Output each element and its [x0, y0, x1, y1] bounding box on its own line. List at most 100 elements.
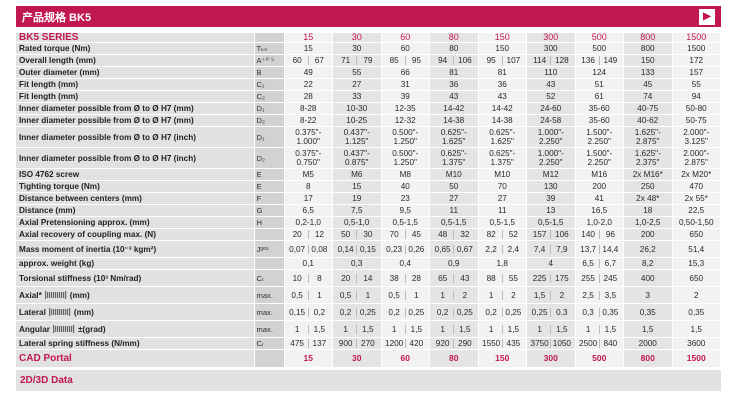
spec-value: 800: [623, 42, 673, 55]
value-part: 245: [598, 273, 621, 283]
spec-value: 0,5-1,5: [381, 216, 430, 229]
value-part: 1: [488, 324, 494, 334]
value-line: 0.375"-: [295, 149, 322, 158]
value-part: 82: [486, 230, 496, 239]
value-line: 0.437"-: [343, 128, 370, 137]
spec-value: 39: [381, 90, 430, 103]
spec-value: 1 1,5: [332, 320, 382, 338]
value-line: 0.625"-: [440, 149, 467, 158]
value-part: 1,5: [356, 324, 378, 334]
series-header-row: BK5 SERIES 15 30 60 80 150 300 500 800 1500: [16, 33, 721, 43]
cad-portal-link[interactable]: 500: [575, 349, 624, 368]
value-part: 2: [453, 290, 475, 300]
value-line: 0.625"-: [489, 128, 516, 137]
value-part: 0,25: [531, 307, 548, 317]
value-part: 3750: [530, 339, 549, 348]
value-line: 1.375": [442, 158, 466, 167]
value-part: 70: [389, 230, 399, 239]
size-header: 15: [284, 33, 333, 43]
value-part: 0,2: [388, 307, 400, 317]
spec-value: M10: [429, 168, 479, 181]
spec-label: Rated torque (Nm): [16, 42, 255, 55]
value-part: 920: [435, 339, 450, 348]
spec-value: 94: [672, 90, 721, 103]
expand-arrow-icon[interactable]: ▶: [699, 8, 715, 25]
cad-portal-label[interactable]: CAD Portal: [16, 349, 255, 368]
spec-symbol: [254, 257, 285, 270]
value-part: 1: [537, 324, 542, 334]
value-part: 0,08: [307, 244, 330, 254]
spec-value: 1,8: [478, 257, 527, 270]
spec-symbol: Jᵍᵉˢ: [254, 240, 285, 258]
spec-row: Distance between centers (mm) F 17 19 23 27 27…: [16, 192, 721, 205]
cad-portal-link[interactable]: 1500: [672, 349, 721, 368]
value-line: 1.000"-: [537, 128, 564, 137]
value-part: 290: [453, 339, 475, 348]
value-part: 0,2: [485, 307, 497, 317]
cad-portal-link[interactable]: 800: [623, 349, 673, 368]
value-part: 0,5: [339, 290, 352, 300]
value-part: 2,4: [501, 244, 524, 254]
spec-label-text: Tighting torque (Nm): [19, 182, 100, 191]
cad-portal-link[interactable]: 300: [526, 349, 576, 368]
value-line: 3.125": [684, 137, 708, 146]
spec-value: 24-58: [526, 114, 576, 127]
spec-value: 157 106: [526, 228, 576, 241]
spec-value: 0,23 0,26: [381, 240, 430, 258]
spec-value: M6: [332, 168, 382, 181]
panel-header[interactable]: 产品规格 BK5 ▶: [16, 6, 721, 27]
spec-value: 6,5: [284, 204, 333, 217]
value-part: 7,4: [533, 244, 546, 254]
value-part: 0,2: [307, 307, 330, 317]
spec-value: 13: [526, 204, 576, 217]
spec-value: 7,4 7,9: [526, 240, 576, 258]
spec-value: 81: [478, 66, 527, 79]
value-part: 1: [440, 324, 445, 334]
value-part: 0,23: [386, 244, 403, 254]
spec-label-text: Mass moment of inertia (10⁻³ kgm²): [19, 244, 157, 254]
value-part: 2,2: [485, 244, 497, 254]
spec-value: 16,5: [575, 204, 624, 217]
spec-value: 3600: [672, 337, 721, 350]
spec-value: 920 290: [429, 337, 479, 350]
value-part: 0,25: [404, 307, 427, 317]
cad-portal-link[interactable]: 80: [429, 349, 479, 368]
spec-value: 0.375"- 0.750": [284, 147, 333, 169]
value-line: 2.250": [587, 137, 611, 146]
cad-portal-link[interactable]: 150: [478, 349, 527, 368]
value-line: 1.625": [442, 137, 466, 146]
spec-value: 0,5-1,5: [478, 216, 527, 229]
spec-value: M8: [381, 168, 430, 181]
value-part: 475: [290, 339, 304, 348]
value-part: 0,15: [356, 244, 378, 254]
size-header: 300: [526, 33, 576, 43]
value-part: 149: [598, 56, 621, 65]
spec-value: 2500 840: [575, 337, 624, 350]
spec-symbol: E: [254, 168, 285, 181]
spec-value: 1,5: [623, 320, 673, 338]
value-part: 28: [404, 273, 427, 283]
spec-value: 250: [623, 180, 673, 193]
value-part: 2,5: [582, 290, 594, 300]
spec-value: 12-32: [381, 114, 430, 127]
value-line: 0.375"-: [295, 128, 322, 137]
spec-value: 157: [672, 66, 721, 79]
spec-symbol: D₁: [254, 126, 285, 148]
cad-portal-link[interactable]: 60: [381, 349, 430, 368]
spec-row: Torsional stiffness (10³ Nm/rad) Cₜ 10 8 20 1…: [16, 269, 721, 287]
spec-symbol: G: [254, 204, 285, 217]
download-2d3d-link[interactable]: 2D/3D Data: [16, 370, 721, 391]
value-part: 95: [486, 56, 496, 65]
cad-portal-link[interactable]: 15: [284, 349, 333, 368]
unit-label: (mm): [73, 307, 94, 317]
cad-portal-link[interactable]: 30: [332, 349, 382, 368]
value-line: 1.625"-: [634, 128, 661, 137]
spec-value: 27: [429, 192, 479, 205]
spec-value: 23: [381, 192, 430, 205]
value-part: 0,15: [289, 307, 306, 317]
value-part: 8: [307, 273, 330, 283]
spec-value: 52: [526, 90, 576, 103]
spec-value: M5: [284, 168, 333, 181]
value-part: 1: [294, 324, 300, 334]
